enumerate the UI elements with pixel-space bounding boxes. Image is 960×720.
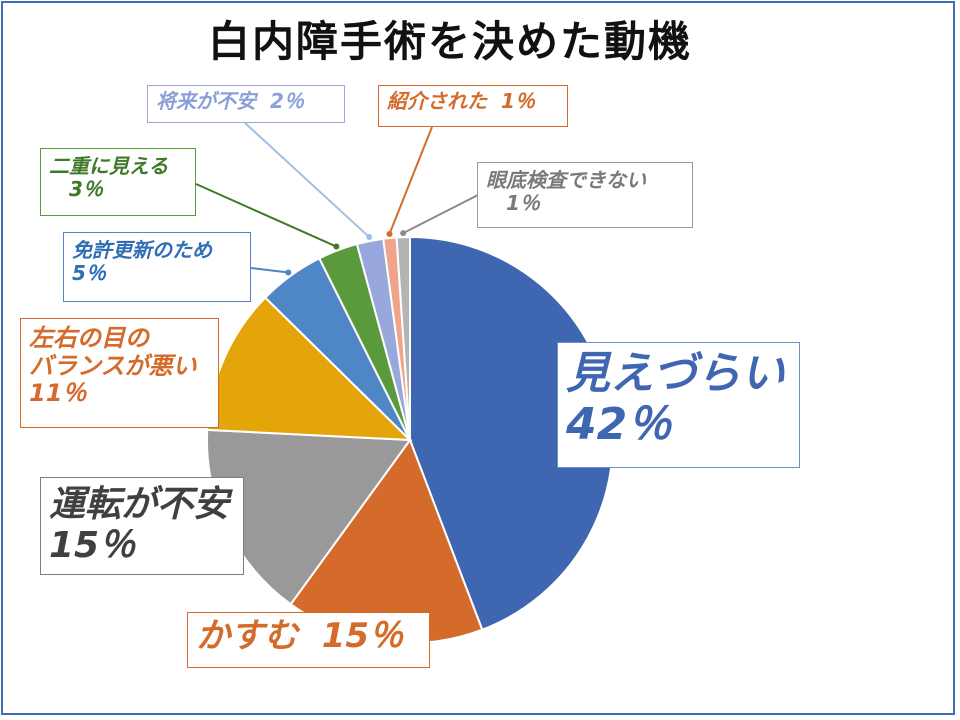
data-label-percent: 15％	[321, 616, 404, 656]
data-label-1: かすむ 15％	[187, 612, 430, 668]
chart-title: 白内障手術を決めた動機	[207, 17, 692, 66]
data-label-0: 見えづらい 42％	[557, 342, 800, 468]
leader-arrowhead-5	[333, 243, 340, 250]
data-label-percent: 15％	[49, 525, 136, 567]
data-label-name: 見えづらい	[566, 348, 785, 399]
leader-line-4	[250, 267, 289, 274]
leader-arrowhead-4	[285, 269, 292, 276]
leader-arrowhead-6	[366, 234, 373, 241]
data-label-percent: 11％	[29, 379, 87, 408]
data-label-7: 紹介された 1％	[378, 85, 568, 127]
data-label-name: 将来が不安	[156, 89, 256, 113]
pie-slice-8	[395, 235, 411, 441]
data-label-name: かすむ	[196, 616, 298, 656]
leader-line-6	[244, 122, 370, 238]
data-label-percent: 2％	[269, 89, 304, 113]
leader-line-7	[388, 126, 433, 235]
data-label-name: バランスが悪い	[29, 351, 197, 380]
data-label-2: 運転が不安 15％	[40, 477, 244, 575]
data-label-name: 紹介された	[387, 89, 487, 113]
data-label-3: 左右の目の バランスが悪い 11％	[20, 318, 219, 428]
data-label-percent: 3％	[69, 177, 103, 201]
data-label-name: 免許更新のため	[72, 238, 212, 262]
leader-line-8	[402, 194, 479, 235]
data-label-name: 運転が不安	[49, 484, 230, 525]
leader-arrowhead-7	[386, 231, 393, 238]
data-label-name: 眼底検査できない	[486, 168, 646, 192]
data-label-percent: 1％	[500, 89, 535, 113]
data-label-percent: 5％	[72, 261, 106, 285]
data-label-4: 免許更新のため 5％	[63, 232, 251, 302]
leader-line-5	[195, 183, 337, 248]
data-label-percent: 1％	[506, 191, 540, 215]
data-label-percent: 42％	[566, 398, 672, 450]
leader-arrowhead-8	[400, 230, 407, 237]
data-label-name: 二重に見える	[49, 154, 169, 178]
data-label-name: 左右の目の	[29, 324, 149, 352]
data-label-6: 将来が不安 2％	[147, 85, 345, 123]
data-label-5: 二重に見える 3％	[40, 148, 196, 216]
data-label-8: 眼底検査できない 1％	[477, 162, 693, 228]
